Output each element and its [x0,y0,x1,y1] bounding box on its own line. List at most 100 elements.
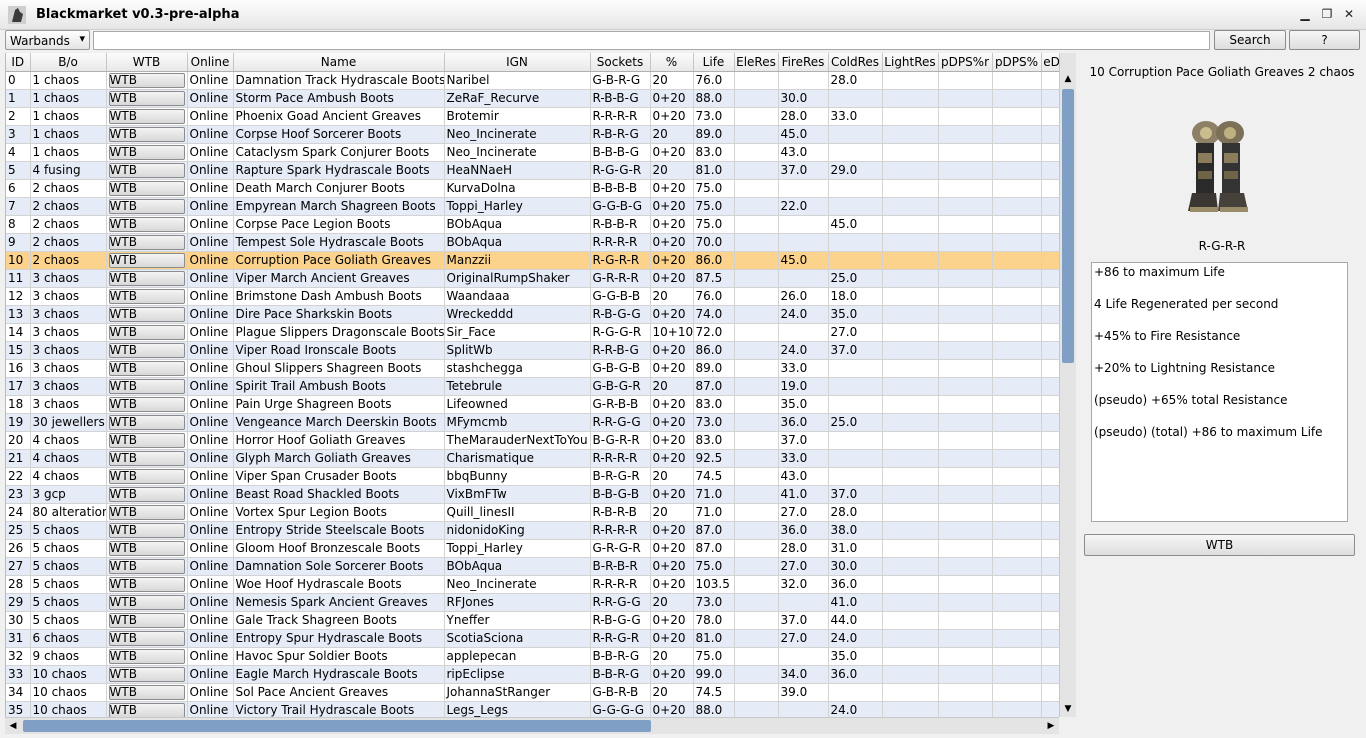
table-row[interactable]: 34 10 chaos WTB Online Sol Pace Ancient Grea… [6,683,1059,702]
scroll-up-icon[interactable]: ▲ [1064,74,1072,84]
row-wtb-button[interactable]: WTB [108,703,185,717]
row-wtb-button[interactable]: WTB [108,361,185,376]
row-wtb-button[interactable]: WTB [108,379,185,394]
column-header[interactable]: B/o [30,53,107,72]
search-button[interactable]: Search [1214,30,1286,50]
table-row[interactable]: 10 2 chaos WTB Online Corruption Pace Goliat… [6,251,1059,270]
table-row[interactable]: 22 4 chaos WTB Online Viper Span Crusader Bo… [6,467,1059,486]
row-wtb-button[interactable]: WTB [108,217,185,232]
row-wtb-button[interactable]: WTB [108,289,185,304]
row-wtb-button[interactable]: WTB [108,577,185,592]
row-wtb-button[interactable]: WTB [108,451,185,466]
table-row[interactable]: 35 10 chaos WTB Online Victory Trail Hydrasc… [6,701,1059,717]
scroll-left-icon[interactable]: ◀ [9,721,17,731]
row-wtb-button[interactable]: WTB [108,73,185,88]
row-wtb-button[interactable]: WTB [108,253,185,268]
column-header[interactable]: EleRes [734,53,779,72]
table-row[interactable]: 29 5 chaos WTB Online Nemesis Spark Ancient … [6,593,1059,612]
row-wtb-button[interactable]: WTB [108,415,185,430]
table-row[interactable]: 27 5 chaos WTB Online Damnation Sole Sorcere… [6,557,1059,576]
row-wtb-button[interactable]: WTB [108,433,185,448]
row-wtb-button[interactable]: WTB [108,469,185,484]
table-row[interactable]: 20 4 chaos WTB Online Horror Hoof Goliath Gr… [6,431,1059,450]
table-row[interactable]: 32 9 chaos WTB Online Havoc Spur Soldier Boo… [6,647,1059,666]
table-row[interactable]: 12 3 chaos WTB Online Brimstone Dash Ambush … [6,287,1059,306]
column-header[interactable]: pDPS%r [938,53,993,72]
row-wtb-button[interactable]: WTB [108,559,185,574]
table-row[interactable]: 16 3 chaos WTB Online Ghoul Slippers Shagree… [6,359,1059,378]
row-wtb-button[interactable]: WTB [108,109,185,124]
wtb-button[interactable]: WTB [1084,534,1355,556]
table-row[interactable]: 15 3 chaos WTB Online Viper Road Ironscale B… [6,341,1059,360]
row-wtb-button[interactable]: WTB [108,181,185,196]
row-wtb-button[interactable]: WTB [108,505,185,520]
horizontal-scroll-thumb[interactable] [23,720,651,732]
category-select[interactable]: Warbands ▾ [5,30,90,50]
column-header[interactable]: ColdRes [828,53,883,72]
table-row[interactable]: 24 80 alteration WTB Online Vortex Spur Legi… [6,503,1059,522]
column-header[interactable]: eD [1041,53,1059,72]
column-header[interactable]: LightRes [882,53,939,72]
search-input[interactable] [93,31,1210,50]
table-row[interactable]: 21 4 chaos WTB Online Glyph March Goliath Gr… [6,449,1059,468]
table-row[interactable]: 30 5 chaos WTB Online Gale Track Shagreen Bo… [6,611,1059,630]
column-header[interactable]: IGN [444,53,591,72]
table-row[interactable]: 33 10 chaos WTB Online Eagle March Hydrascal… [6,665,1059,684]
row-wtb-button[interactable]: WTB [108,649,185,664]
row-wtb-button[interactable]: WTB [108,487,185,502]
column-header[interactable]: Sockets [590,53,651,72]
column-header[interactable]: Life [693,53,735,72]
row-wtb-button[interactable]: WTB [108,613,185,628]
table-row[interactable]: 11 3 chaos WTB Online Viper March Ancient Gr… [6,269,1059,288]
scroll-down-icon[interactable]: ▼ [1064,704,1072,714]
table-row[interactable]: 18 3 chaos WTB Online Pain Urge Shagreen Boo… [6,395,1059,414]
table-row[interactable]: 28 5 chaos WTB Online Woe Hoof Hydrascale Bo… [6,575,1059,594]
row-wtb-button[interactable]: WTB [108,685,185,700]
help-button[interactable]: ? [1289,30,1360,50]
row-wtb-button[interactable]: WTB [108,667,185,682]
row-wtb-button[interactable]: WTB [108,163,185,178]
scroll-right-icon[interactable]: ▶ [1047,721,1055,731]
row-wtb-button[interactable]: WTB [108,145,185,160]
row-wtb-button[interactable]: WTB [108,541,185,556]
row-wtb-button[interactable]: WTB [108,343,185,358]
horizontal-scrollbar[interactable]: ◀ ▶ [5,717,1059,734]
table-row[interactable]: 23 3 gcp WTB Online Beast Road Shackled Boot… [6,485,1059,504]
row-wtb-button[interactable]: WTB [108,595,185,610]
row-wtb-button[interactable]: WTB [108,325,185,340]
vertical-scroll-thumb[interactable] [1062,89,1074,363]
row-wtb-button[interactable]: WTB [108,271,185,286]
table-row[interactable]: 19 30 jewellers WTB Online Vengeance March D… [6,413,1059,432]
table-row[interactable]: 31 6 chaos WTB Online Entropy Spur Hydrascal… [6,629,1059,648]
row-wtb-button[interactable]: WTB [108,307,185,322]
minimize-icon[interactable]: ▁ [1300,7,1310,21]
row-wtb-button[interactable]: WTB [108,91,185,106]
column-header[interactable]: FireRes [778,53,829,72]
table-row[interactable]: 17 3 chaos WTB Online Spirit Trail Ambush Bo… [6,377,1059,396]
column-header[interactable]: Online [187,53,234,72]
row-wtb-button[interactable]: WTB [108,397,185,412]
listings-table[interactable]: ID B/o WTB Online Name IGN Sockets% Life EleRes F… [5,53,1059,717]
row-wtb-button[interactable]: WTB [108,199,185,214]
column-header[interactable]: Name [233,53,445,72]
column-header[interactable]: WTB [106,53,188,72]
table-row[interactable]: 26 5 chaos WTB Online Gloom Hoof Bronzescale… [6,539,1059,558]
row-wtb-button[interactable]: WTB [108,523,185,538]
column-header[interactable]: ID [6,53,31,72]
column-header[interactable]: % [650,53,694,72]
row-wtb-button[interactable]: WTB [108,631,185,646]
row-wtb-button[interactable]: WTB [108,235,185,250]
table-row[interactable]: 13 3 chaos WTB Online Dire Pace Sharkskin Bo… [6,305,1059,324]
row-wtb-button[interactable]: WTB [108,127,185,142]
table-row[interactable]: 25 5 chaos WTB Online Entropy Stride Steelsc… [6,521,1059,540]
